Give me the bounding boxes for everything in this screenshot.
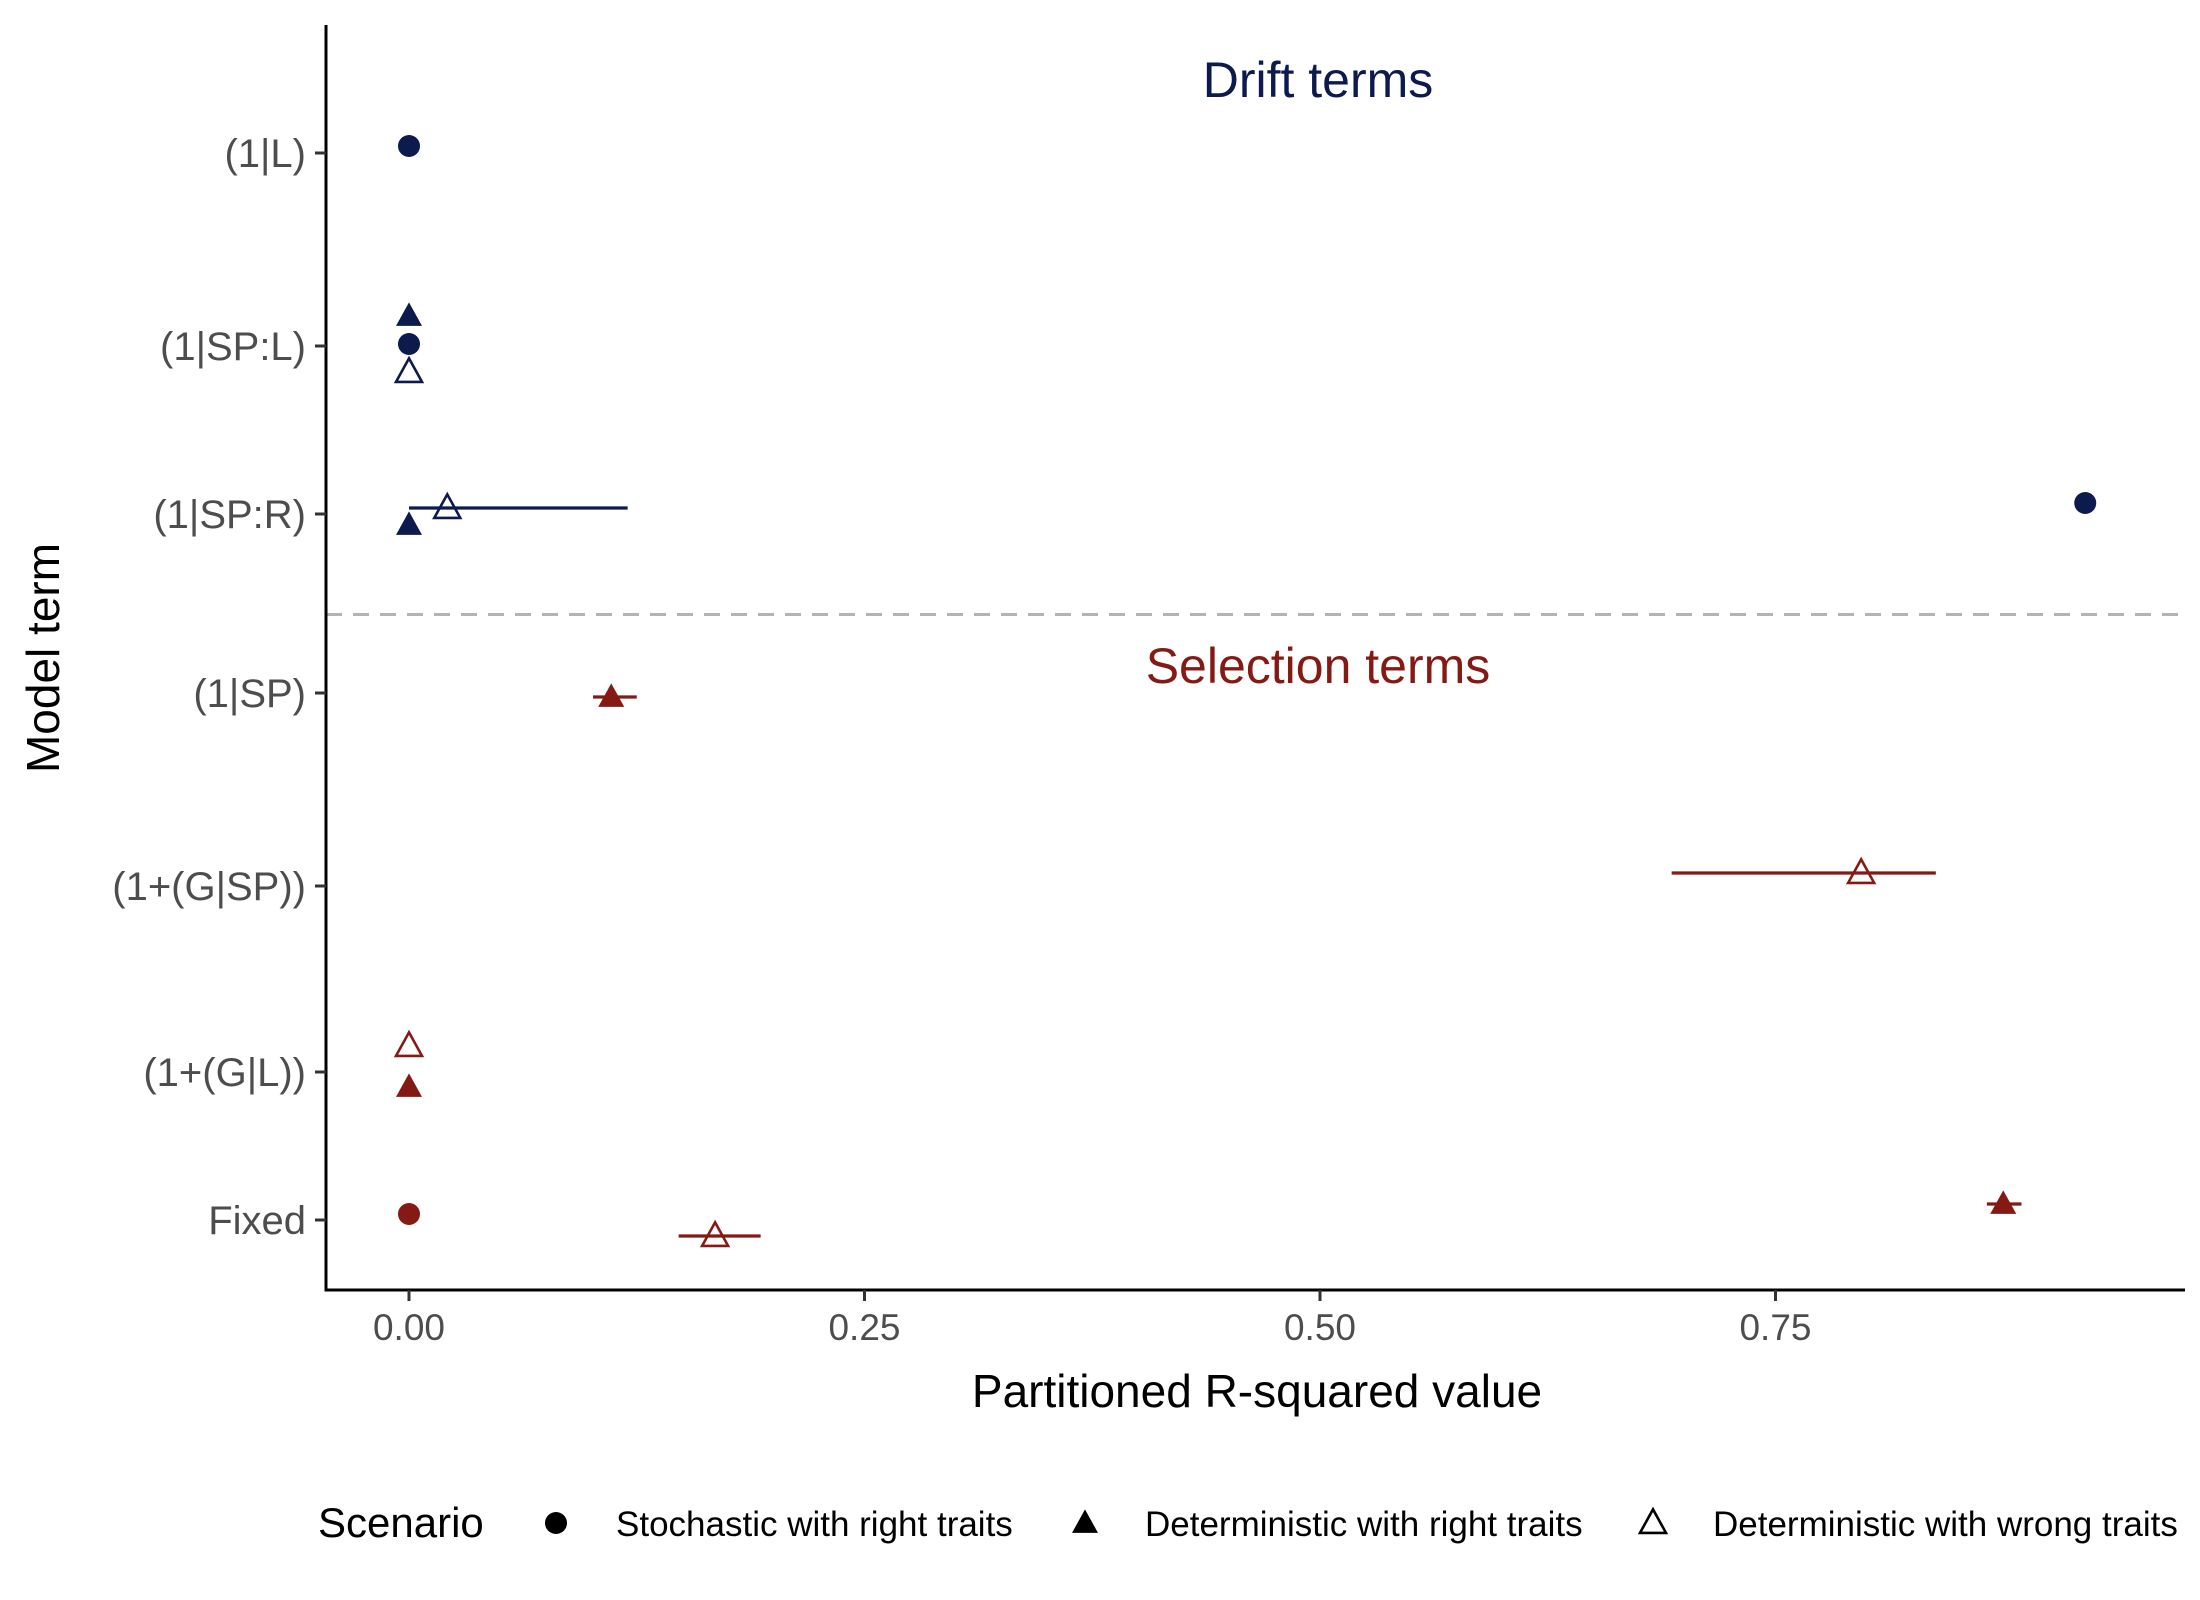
- legend-label: Deterministic with wrong traits: [1713, 1505, 2178, 1544]
- legend-label: Stochastic with right traits: [616, 1505, 1013, 1544]
- y-tick-label: (1|SP): [193, 672, 306, 716]
- x-tick-label: 0.25: [828, 1307, 900, 1348]
- drift-terms-annotation: Drift terms: [1203, 52, 1434, 108]
- y-axis-title: Model term: [17, 543, 69, 773]
- legend-key: [1072, 1509, 1098, 1533]
- legend-key: [1637, 1506, 1669, 1535]
- data-point: [699, 1219, 731, 1248]
- y-tick-label: (1+(G|SP)): [112, 865, 306, 909]
- x-axis-title: Partitioned R-squared value: [972, 1365, 1542, 1417]
- y-tick-label: (1|L): [224, 132, 306, 176]
- data-point: [398, 333, 420, 355]
- x-tick-label: 0.75: [1739, 1307, 1811, 1348]
- legend: Scenario Stochastic with right traits Det…: [318, 1499, 2178, 1546]
- data-point: [398, 135, 420, 157]
- legend-key: [545, 1512, 567, 1534]
- data-point: [398, 1203, 420, 1225]
- data-point: [396, 302, 422, 326]
- data-point: [396, 511, 422, 535]
- data-point: [1990, 1190, 2017, 1214]
- x-tick-label: 0.00: [373, 1307, 445, 1348]
- data-point: [2074, 492, 2097, 514]
- y-tick-label: (1|SP:R): [153, 493, 306, 537]
- data-point: [1845, 856, 1877, 885]
- data-point: [432, 491, 463, 520]
- selection-terms-annotation: Selection terms: [1146, 638, 1491, 694]
- data-point: [393, 355, 425, 384]
- y-tick-label: (1|SP:L): [160, 325, 306, 369]
- y-tick-label: (1+(G|L)): [143, 1051, 306, 1095]
- data-point: [598, 683, 625, 707]
- plot-panel: (1|L) (1|SP:L) (1|SP:R) (1|SP) (1+(G|SP)) (1+…: [112, 25, 2185, 1348]
- legend-items: Stochastic with right traits Deterministi…: [545, 1505, 2178, 1544]
- x-tick-label: 0.50: [1284, 1307, 1356, 1348]
- data-point: [393, 1029, 425, 1058]
- legend-title: Scenario: [318, 1499, 484, 1546]
- y-tick-label: Fixed: [208, 1199, 306, 1243]
- data-point: [396, 1073, 422, 1097]
- legend-label: Deterministic with right traits: [1145, 1505, 1583, 1544]
